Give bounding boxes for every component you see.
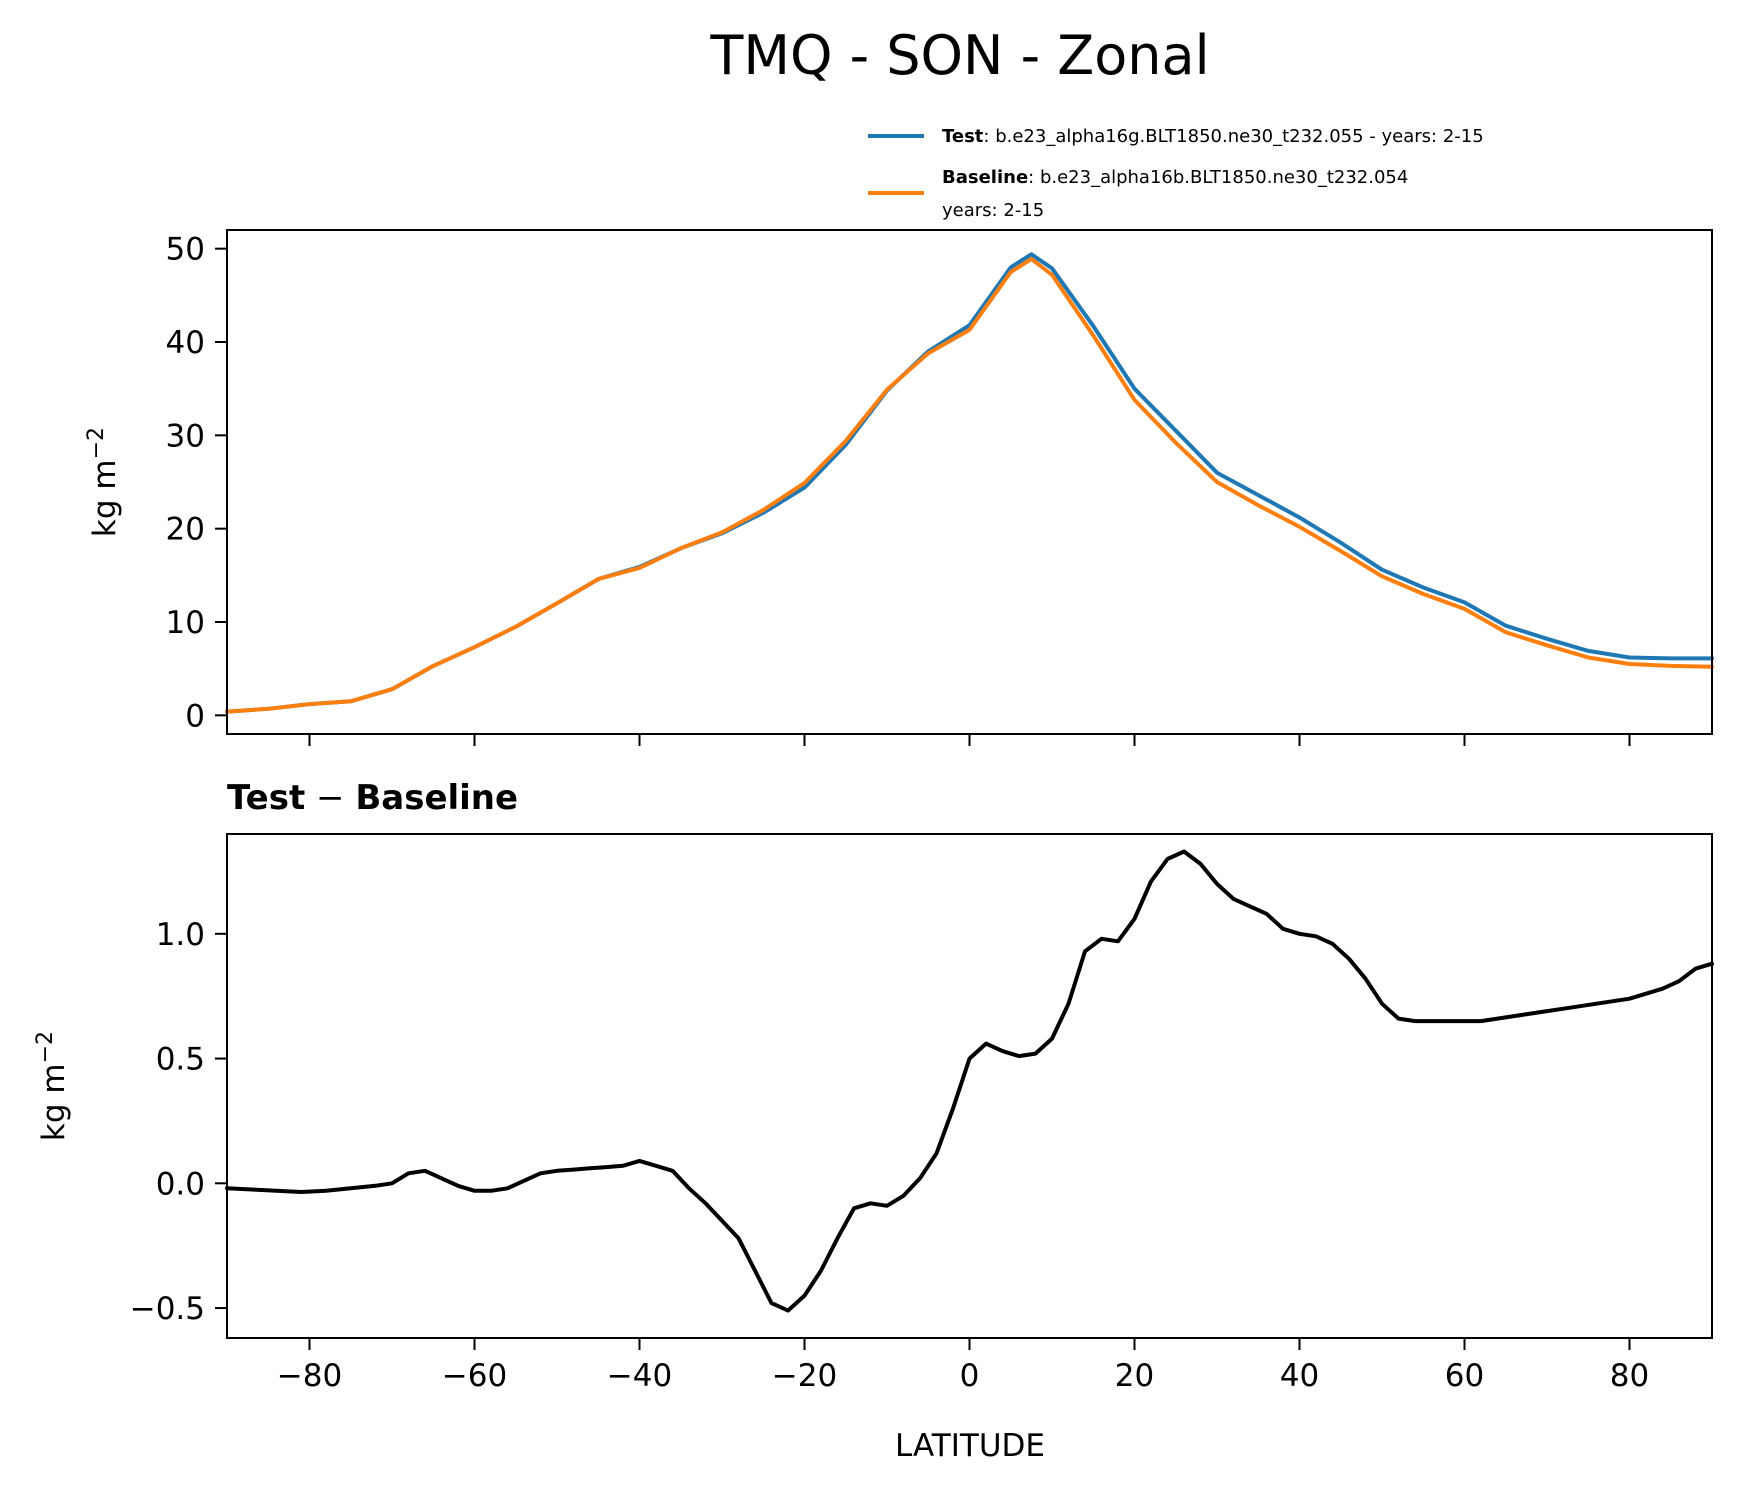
legend: Test: b.e23_alpha16g.BLT1850.ne30_t232.0…	[868, 126, 1484, 221]
x-tick-label: 20	[1115, 1358, 1154, 1394]
top-panel: 0 10 20 30 40 50 kg m−2	[84, 229, 1714, 746]
bottom-plot-frame	[226, 833, 1713, 1339]
legend-test-text: : b.e23_alpha16g.BLT1850.ne30_t232.055 -…	[983, 126, 1483, 147]
bottom-title-sep: −	[305, 778, 355, 818]
x-tick-label: −80	[277, 1358, 342, 1394]
top-series-lines	[225, 252, 1714, 714]
x-tick-label: −20	[772, 1358, 837, 1394]
legend-baseline-label: Baseline: b.e23_alpha16b.BLT1850.ne30_t2…	[942, 167, 1408, 188]
legend-test-label: Test: b.e23_alpha16g.BLT1850.ne30_t232.0…	[942, 126, 1484, 147]
legend-baseline-text: : b.e23_alpha16b.BLT1850.ne30_t232.054	[1028, 167, 1408, 188]
y-tick-label: 0.0	[156, 1166, 205, 1202]
y-tick-label: 40	[166, 325, 205, 361]
bottom-y-axis-label: kg m−2	[33, 1031, 72, 1141]
y-tick-label: 0.5	[156, 1042, 205, 1078]
y-tick-label: 10	[166, 605, 205, 641]
series-line-baseline	[225, 256, 1714, 714]
y-tick-label: 0	[185, 698, 205, 734]
bottom-title-test: Test	[227, 778, 305, 818]
x-tick-label: 60	[1445, 1358, 1484, 1394]
top-x-ticks	[308, 734, 1631, 746]
top-y-axis-label: kg m−2	[84, 427, 123, 537]
bottom-y-axis-label-sup: −2	[33, 1031, 58, 1063]
y-tick-label: 50	[166, 232, 205, 268]
x-tick-label: −40	[607, 1358, 672, 1394]
top-y-axis-label-base: kg m	[87, 459, 123, 537]
legend-test-bold: Test	[942, 126, 984, 147]
series-line-test	[225, 252, 1714, 714]
x-tick-label: 40	[1280, 1358, 1319, 1394]
x-tick-label: 80	[1610, 1358, 1649, 1394]
bottom-panel: Test − Baseline −80 −60 −40 −20 0 20 40 60 80 −0…	[33, 778, 1714, 1464]
top-y-axis-label-sup: −2	[84, 427, 109, 459]
y-tick-label: −0.5	[130, 1291, 205, 1327]
top-y-ticks: 0 10 20 30 40 50	[166, 232, 227, 734]
bottom-x-ticks: −80 −60 −40 −20 0 20 40 60 80	[277, 1338, 1649, 1394]
bottom-title-baseline: Baseline	[355, 778, 518, 818]
y-tick-label: 30	[166, 418, 205, 454]
series-line-test-baseline	[225, 849, 1714, 1313]
x-tick-label: −60	[442, 1358, 507, 1394]
y-tick-label: 20	[166, 512, 205, 548]
bottom-panel-title: Test − Baseline	[227, 778, 518, 818]
bottom-series-lines	[225, 849, 1714, 1313]
x-tick-label: 0	[960, 1358, 980, 1394]
y-tick-label: 1.0	[156, 917, 205, 953]
legend-baseline-bold: Baseline	[942, 167, 1028, 188]
legend-baseline-label-line2: years: 2-15	[942, 200, 1044, 221]
x-axis-label: LATITUDE	[895, 1428, 1045, 1464]
figure-title: TMQ - SON - Zonal	[709, 24, 1209, 87]
bottom-y-ticks: −0.5 0.0 0.5 1.0	[130, 917, 227, 1327]
bottom-y-axis-label-base: kg m	[36, 1063, 72, 1141]
